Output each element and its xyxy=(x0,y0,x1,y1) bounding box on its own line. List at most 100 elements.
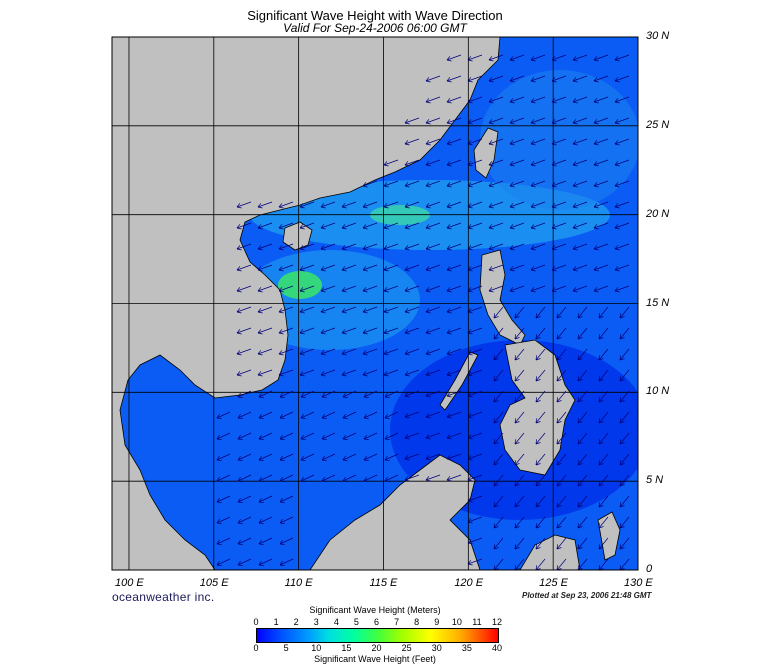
wave-arrow xyxy=(467,348,483,356)
wave-arrow xyxy=(446,474,462,482)
wave-arrow xyxy=(404,117,420,125)
wave-arrow xyxy=(237,516,252,524)
wave-arrow xyxy=(509,138,525,146)
wave-arrow xyxy=(257,243,273,251)
brand-logo-text: oceanweather inc. xyxy=(112,590,215,604)
wave-arrow xyxy=(593,285,609,293)
wave-arrow xyxy=(279,411,294,419)
wave-arrow xyxy=(556,537,567,550)
wave-arrow xyxy=(551,222,567,230)
wave-arrow xyxy=(299,201,315,209)
wave-arrow xyxy=(216,474,231,482)
wave-arrow xyxy=(216,537,231,545)
colorbar-title-feet: Significant Wave Height (Feet) xyxy=(314,654,436,664)
wave-arrow xyxy=(404,243,420,251)
wave-arrow xyxy=(467,75,483,83)
wave-arrow xyxy=(320,201,336,209)
colorbar-tick-meters: 5 xyxy=(353,617,359,627)
wave-arrow xyxy=(446,285,462,293)
wave-arrow xyxy=(535,411,546,424)
wave-arrow xyxy=(572,264,588,272)
wave-arrow xyxy=(383,159,399,167)
wave-arrow xyxy=(593,138,609,146)
wave-arrow xyxy=(467,96,483,104)
wave-arrow xyxy=(446,222,462,230)
wave-arrow xyxy=(493,369,504,382)
wave-arrow xyxy=(446,327,462,335)
wave-arrow xyxy=(619,537,630,550)
wave-arrow xyxy=(556,516,567,529)
wave-arrow xyxy=(236,327,252,335)
wave-arrow xyxy=(467,516,483,524)
wave-arrow xyxy=(598,453,609,466)
wave-arrow xyxy=(279,432,294,440)
colorbar-tick-meters: 0 xyxy=(253,617,259,627)
wave-arrow xyxy=(258,495,273,503)
wave-arrow xyxy=(598,369,609,382)
wave-arrow xyxy=(446,54,462,62)
wave-arrow xyxy=(237,390,252,398)
wave-arrow xyxy=(216,516,231,524)
wave-direction-arrows xyxy=(216,54,630,570)
wave-arrow xyxy=(404,180,420,188)
wave-arrow xyxy=(446,180,462,188)
wave-arrow xyxy=(341,369,357,377)
wave-arrow xyxy=(237,495,252,503)
wave-arrow xyxy=(467,264,483,272)
wave-arrow xyxy=(598,306,609,319)
wave-arrow xyxy=(509,54,525,62)
wave-arrow xyxy=(278,285,294,293)
wave-peak xyxy=(278,271,322,299)
wave-arrow xyxy=(384,453,399,461)
wave-arrow xyxy=(619,516,630,529)
wave-arrow xyxy=(598,516,609,529)
wave-arrow xyxy=(362,327,378,335)
wave-arrow xyxy=(299,285,315,293)
wave-arrow xyxy=(425,201,441,209)
wave-arrow xyxy=(299,327,315,335)
wave-arrow xyxy=(425,390,441,398)
wave-arrow xyxy=(425,180,441,188)
wave-arrow xyxy=(598,537,609,550)
wave-arrow xyxy=(342,453,357,461)
wave-arrow xyxy=(619,474,630,487)
wave-arrow xyxy=(425,327,441,335)
wave-arrow xyxy=(551,243,567,251)
wave-arrow xyxy=(342,432,357,440)
wave-arrow xyxy=(509,243,525,251)
wave-arrow xyxy=(593,96,609,104)
wave-arrow xyxy=(467,474,483,482)
wave-arrow xyxy=(467,222,483,230)
wave-arrow xyxy=(488,117,504,125)
wave-arrow xyxy=(619,327,630,340)
wave-arrow xyxy=(321,474,336,482)
wave-arrow xyxy=(342,390,357,398)
wave-arrow xyxy=(556,390,567,403)
wave-arrow xyxy=(236,222,252,230)
wave-arrow xyxy=(446,411,462,419)
wave-arrow xyxy=(383,264,399,272)
wave-arrow xyxy=(614,180,630,188)
wave-arrow xyxy=(300,390,315,398)
wave-arrow xyxy=(404,432,420,440)
wave-arrow xyxy=(467,117,483,125)
wave-arrow xyxy=(425,117,441,125)
colorbar-tick-meters: 10 xyxy=(451,617,462,627)
wave-arrow xyxy=(593,264,609,272)
wave-arrow xyxy=(556,432,567,445)
wave-arrow xyxy=(279,453,294,461)
wave-arrow xyxy=(383,285,399,293)
wave-arrow xyxy=(425,369,441,377)
wave-arrow xyxy=(404,264,420,272)
wave-arrow xyxy=(535,495,546,508)
colorbar-tick-feet: 30 xyxy=(431,643,442,653)
wave-arrow xyxy=(530,180,546,188)
wave-arrow xyxy=(279,474,294,482)
wave-arrow xyxy=(404,348,420,356)
wave-arrow xyxy=(572,180,588,188)
wave-arrow xyxy=(320,369,336,377)
wave-arrow xyxy=(467,243,483,251)
wave-arrow xyxy=(425,159,441,167)
wave-arrow xyxy=(425,348,441,356)
wave-arrow xyxy=(551,180,567,188)
